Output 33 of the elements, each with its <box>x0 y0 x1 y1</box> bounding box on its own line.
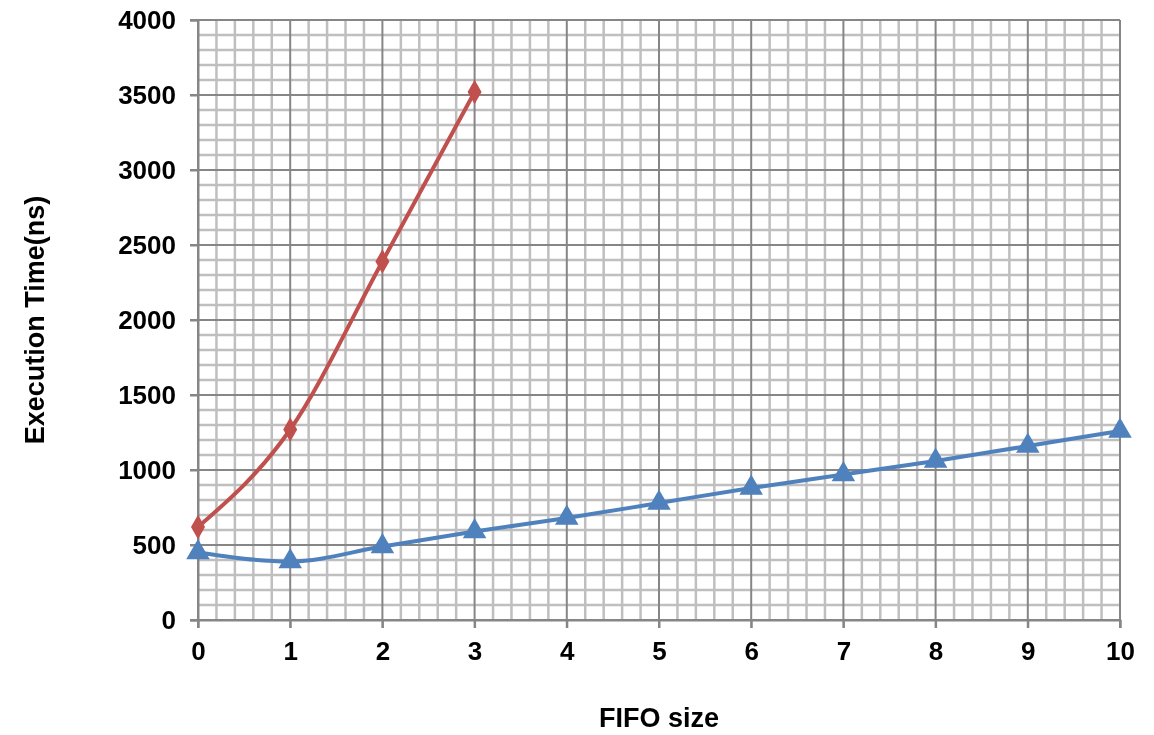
y-tick-label: 3000 <box>118 154 176 185</box>
y-tick-label: 4000 <box>118 4 176 35</box>
y-tick-label: 2000 <box>118 304 176 335</box>
point <box>1108 417 1132 438</box>
point <box>186 538 210 560</box>
x-tick-label: 8 <box>928 636 944 667</box>
point <box>278 547 302 569</box>
y-tick-label: 0 <box>161 604 176 635</box>
y-tick-label: 1500 <box>118 379 176 410</box>
x-tick-label: 3 <box>467 636 483 667</box>
point <box>647 489 671 510</box>
point <box>462 517 487 539</box>
point <box>739 474 763 495</box>
point <box>370 532 395 554</box>
point <box>555 504 579 525</box>
y-tick-label: 3500 <box>118 79 176 110</box>
x-tick-label: 4 <box>560 636 576 667</box>
point <box>923 447 948 468</box>
x-tick-label: 2 <box>375 636 391 667</box>
y-tick-label: 1000 <box>118 454 176 485</box>
x-tick-label: 0 <box>191 636 206 667</box>
x-tick-label: 9 <box>1021 636 1036 667</box>
x-tick-label: 5 <box>652 636 667 667</box>
x-tick-label: 1 <box>283 636 298 667</box>
point <box>1016 432 1040 453</box>
x-tick-label: 7 <box>836 636 852 667</box>
point <box>831 460 856 482</box>
y-axis-title: Execution Time(ns) <box>20 195 50 445</box>
x-axis-title: FIFO size <box>598 703 720 733</box>
x-tick-label: 6 <box>744 636 759 667</box>
y-tick-label: 500 <box>132 529 176 560</box>
x-tick-label: 10 <box>1106 636 1135 667</box>
y-tick-label: 2500 <box>118 229 176 260</box>
